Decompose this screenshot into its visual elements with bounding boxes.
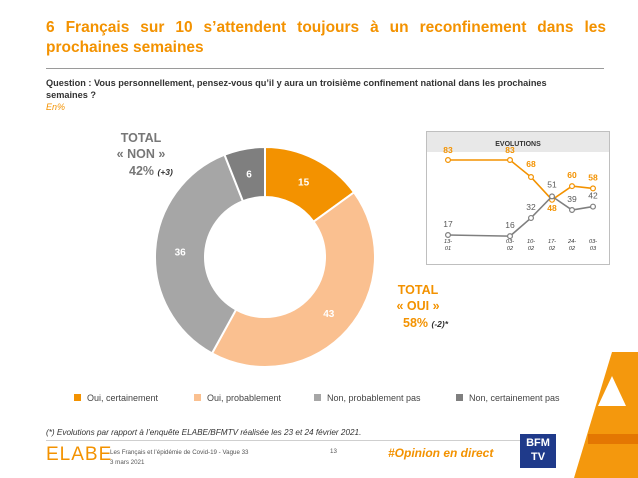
evolution-oui-label: 48: [547, 203, 557, 213]
total-no-label: TOTAL: [120, 131, 162, 145]
total-no-word: « NON »: [116, 147, 166, 161]
total-yes-block: TOTAL « OUI »: [388, 282, 448, 314]
evolution-point: [445, 231, 452, 238]
evolution-x-tick: 10-02: [527, 239, 535, 252]
total-yes-label: TOTAL: [397, 283, 439, 297]
evolution-point: [590, 203, 597, 210]
evolution-point: [590, 185, 597, 192]
evolution-point: [506, 233, 513, 240]
legend-swatch: [456, 394, 463, 401]
evolution-x-tick: 17-02: [548, 239, 556, 252]
total-yes-word: « OUI »: [396, 299, 440, 313]
evolution-point: [569, 183, 576, 190]
elabe-logo: ELABE: [46, 444, 113, 465]
unit-label: En%: [46, 102, 66, 112]
legend-item-non-probablement-pas: Non, probablement pas: [314, 393, 421, 403]
donut-slice: [154, 153, 245, 355]
donut-value-label: 6: [246, 170, 252, 181]
source-text: Les Français et l’épidémie de Covid-19 -…: [110, 448, 249, 468]
donut-value-label: 15: [298, 177, 310, 188]
evolution-non-label: 16: [505, 220, 515, 230]
evolution-x-tick: 24-02: [567, 239, 576, 252]
evolution-point: [569, 206, 576, 213]
page-title: 6 Français sur 10 s’attendent toujours à…: [46, 19, 606, 56]
evolution-point: [506, 157, 513, 164]
legend-item-non-certainement-pas: Non, certainement pas: [456, 393, 560, 403]
hashtag: #Opinion en direct: [388, 446, 494, 460]
evolutions-frame: [426, 131, 610, 265]
legend-swatch: [314, 394, 321, 401]
evolution-non-label: 17: [443, 219, 453, 229]
total-yes-value-row: 58% (-2)*: [403, 315, 448, 332]
donut-value-label: 43: [323, 309, 335, 320]
total-no-value-row: 42% (+3): [129, 163, 173, 180]
legend-swatch: [74, 394, 81, 401]
evolution-non-label: 39: [567, 194, 577, 204]
donut-chart: 15 43 36 6: [154, 145, 376, 368]
evolutions-title-bar: [427, 132, 609, 152]
title-divider: [46, 68, 604, 69]
legend-label: Oui, certainement: [87, 393, 159, 403]
evolution-point: [527, 214, 534, 221]
evolution-oui-label: 83: [443, 145, 453, 155]
total-yes-value: 58%: [403, 316, 429, 330]
decorative-triangle-logo: [574, 352, 638, 478]
legend-label: Non, probablement pas: [327, 393, 421, 403]
evolution-line-oui: [448, 159, 594, 201]
evolution-x-tick: 03-03: [589, 239, 597, 252]
evolutions-title: EVOLUTIONS: [495, 141, 541, 148]
footnote: (*) Evolutions par rapport à l’enquête E…: [46, 428, 362, 437]
question-text: Question : Vous personnellement, pensez-…: [46, 78, 547, 100]
footer-divider: [46, 440, 520, 441]
bfm-logo-line-1: BFM: [526, 437, 550, 449]
legend-item-oui-probablement: Oui, probablement: [194, 393, 281, 403]
legend-label: Oui, probablement: [207, 393, 282, 403]
evolution-oui-label: 68: [526, 159, 536, 169]
legend-label: Non, certainement pas: [469, 393, 560, 403]
page-number: 13: [330, 448, 337, 455]
legend-item-oui-certainement: Oui, certainement: [74, 393, 158, 403]
evolution-point: [548, 193, 555, 200]
bfmtv-logo: BFM TV: [520, 434, 556, 468]
bfm-logo-line-2: TV: [530, 451, 546, 463]
evolution-non-label: 42: [588, 191, 598, 201]
legend-swatch: [194, 394, 201, 401]
evolutions-chart: EVOLUTIONS 83 83 68 48 60 58 17 16 32 51 39 42 13-01…: [426, 131, 610, 265]
source-line-1: Les Français et l’épidémie de Covid-19 -…: [110, 449, 249, 456]
evolution-point: [527, 174, 534, 181]
evolution-non-label: 32: [526, 202, 536, 212]
evolution-x-tick: 03-02: [506, 239, 514, 252]
total-no-delta: (+3): [157, 167, 173, 177]
total-no-value: 42%: [129, 164, 155, 178]
evolution-oui-label: 60: [567, 170, 577, 180]
evolution-oui-label: 58: [588, 172, 598, 182]
total-yes-delta: (-2)*: [431, 319, 449, 329]
evolution-oui-label: 83: [505, 145, 515, 155]
source-line-2: 3 mars 2021: [110, 459, 145, 466]
evolution-non-label: 51: [547, 179, 557, 189]
donut-value-label: 36: [175, 248, 187, 259]
donut-slice: [210, 190, 376, 368]
evolution-x-tick: 13-01: [444, 239, 452, 252]
donut-slice: [223, 145, 266, 203]
evolution-point: [445, 157, 452, 164]
total-no-block: TOTAL « NON »: [100, 130, 182, 162]
evolution-line-non: [447, 195, 594, 237]
